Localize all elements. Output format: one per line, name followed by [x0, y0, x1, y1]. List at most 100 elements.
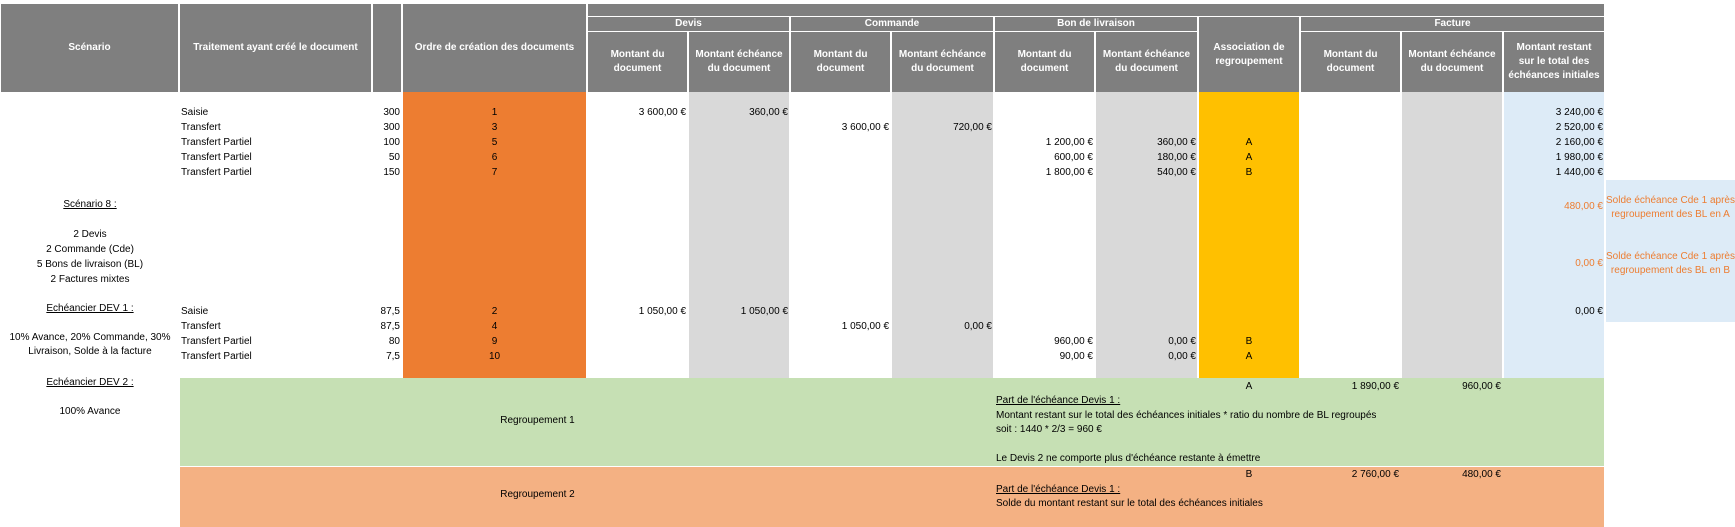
row-traitement: Transfert Partiel — [181, 167, 252, 178]
regroupement1-assoc: A — [1245, 381, 1253, 392]
row-traitement: Transfert Partiel — [181, 137, 252, 148]
row-traitement: Transfert — [181, 122, 221, 133]
row-devis-ech: 1 050,00 € — [740, 306, 788, 317]
regroupement2-band — [180, 467, 1604, 527]
regroupement1-part-title: Part de l'échéance Devis 1 : — [996, 395, 1121, 406]
row-restant: 3 240,00 € — [1555, 107, 1603, 118]
header-association-label: Association de regroupement — [1213, 41, 1285, 67]
row-ordre: 9 — [491, 336, 498, 347]
row-ordre: 6 — [491, 152, 498, 163]
regroupement1-fact-doc: 1 890,00 € — [1351, 381, 1399, 392]
solde-a-value: 480,00 € — [1564, 201, 1603, 212]
bl-ech-column-fill — [1096, 92, 1197, 378]
header-association: Association de regroupement — [1199, 17, 1299, 92]
row-bl-doc: 1 800,00 € — [1045, 167, 1093, 178]
header-fact-ech-label: Montant échéance du document — [1408, 49, 1496, 74]
echeancier-dev1-line: Livraison, Solde à la facture — [28, 346, 152, 357]
header-commande: Commande — [791, 17, 993, 31]
echeancier-dev1-line: 10% Avance, 20% Commande, 30% — [9, 332, 171, 343]
row-qty: 300 — [383, 107, 400, 118]
header-devis-ech: Montant échéance du document — [689, 32, 789, 92]
row-bl-ech: 0,00 € — [1168, 351, 1196, 362]
header-top-band — [588, 4, 1604, 16]
row-bl-ech: 180,00 € — [1157, 152, 1196, 163]
row-qty: 150 — [383, 167, 400, 178]
row-traitement: Saisie — [181, 306, 209, 317]
solde-note-fill — [1606, 180, 1735, 322]
row-devis-doc: 3 600,00 € — [638, 107, 686, 118]
regroupement2-fact-doc: 2 760,00 € — [1351, 469, 1399, 480]
regroupement1-fact-ech: 960,00 € — [1462, 381, 1501, 392]
header-cmd-doc-label: Montant du document — [813, 49, 868, 74]
echeancier-dev2-line: 100% Avance — [59, 406, 121, 417]
header-ordre: Ordre de création des documents — [403, 4, 586, 92]
header-fact-restant: Montant restant sur le total des échéanc… — [1504, 32, 1604, 92]
row-restant: 2 520,00 € — [1555, 122, 1603, 133]
row-bl-ech: 360,00 € — [1157, 137, 1196, 148]
header-scenario-label: Scénario — [68, 42, 111, 53]
row-traitement: Transfert — [181, 321, 221, 332]
row-restant: 1 440,00 € — [1555, 167, 1603, 178]
cmd-ech-column-fill — [892, 92, 993, 378]
row-qty: 100 — [383, 137, 400, 148]
header-scenario: Scénario — [1, 4, 178, 92]
header-devis-label: Devis — [675, 18, 702, 29]
header-commande-label: Commande — [864, 18, 920, 29]
regroupement1-line: Montant restant sur le total des échéanc… — [996, 410, 1377, 421]
header-cmd-doc: Montant du document — [791, 32, 890, 92]
row-assoc: B — [1245, 167, 1253, 178]
header-bl-label: Bon de livraison — [1057, 18, 1135, 29]
row-devis-ech: 360,00 € — [749, 107, 788, 118]
row-assoc: A — [1245, 137, 1253, 148]
header-devis-ech-label: Montant échéance du document — [695, 49, 783, 74]
row-cmd-doc: 1 050,00 € — [841, 321, 889, 332]
header-bl-doc-label: Montant du document — [1017, 49, 1072, 74]
header-bl-doc: Montant du document — [995, 32, 1094, 92]
row-ordre: 7 — [491, 167, 498, 178]
row-ordre: 2 — [491, 306, 498, 317]
row-ordre: 4 — [491, 321, 498, 332]
header-fact-doc: Montant du document — [1301, 32, 1400, 92]
row-cmd-ech: 720,00 € — [953, 122, 992, 133]
row-cmd-doc: 3 600,00 € — [841, 122, 889, 133]
row-assoc: A — [1245, 351, 1253, 362]
row-ordre: 1 — [491, 107, 498, 118]
regroupement2-line: Solde du montant restant sur le total de… — [996, 498, 1263, 509]
header-bl: Bon de livraison — [995, 17, 1197, 31]
ordre-column-fill — [403, 92, 586, 378]
regroupement1-line: Le Devis 2 ne comporte plus d'échéance r… — [996, 453, 1261, 464]
association-column-fill — [1199, 92, 1299, 378]
row-ordre: 3 — [491, 122, 498, 133]
header-qty — [373, 4, 401, 92]
row-qty: 87,5 — [380, 321, 400, 332]
header-devis-doc-label: Montant du document — [610, 49, 665, 74]
row-bl-doc: 1 200,00 € — [1045, 137, 1093, 148]
header-fact-restant-label: Montant restant sur le total des échéanc… — [1508, 42, 1600, 81]
solde-b-value: 0,00 € — [1575, 258, 1603, 269]
solde-b-note: regroupement des BL en B — [1610, 265, 1731, 276]
header-devis-doc: Montant du document — [588, 32, 687, 92]
row-bl-ech: 0,00 € — [1168, 336, 1196, 347]
scenario-title: Scénario 8 : — [63, 199, 117, 210]
row-traitement: Saisie — [181, 107, 209, 118]
row-traitement: Transfert Partiel — [181, 152, 252, 163]
devis-ech-column-fill — [689, 92, 789, 378]
row-bl-doc: 600,00 € — [1054, 152, 1093, 163]
regroupement2-fact-ech: 480,00 € — [1462, 469, 1501, 480]
row-devis-doc: 1 050,00 € — [638, 306, 686, 317]
header-bl-ech: Montant échéance du document — [1096, 32, 1197, 92]
header-cmd-ech: Montant échéance du document — [892, 32, 993, 92]
row-ordre: 10 — [488, 351, 501, 362]
row-qty: 87,5 — [380, 306, 400, 317]
row-bl-doc: 960,00 € — [1054, 336, 1093, 347]
row-qty: 300 — [383, 122, 400, 133]
header-traitement: Traitement ayant créé le document — [180, 4, 371, 92]
solde-a-note: Solde échéance Cde 1 après — [1606, 195, 1735, 206]
scenario-line: 5 Bons de livraison (BL) — [36, 259, 144, 270]
header-facture: Facture — [1301, 17, 1604, 31]
header-fact-ech: Montant échéance du document — [1402, 32, 1502, 92]
row-restant: 1 980,00 € — [1555, 152, 1603, 163]
row-assoc: B — [1245, 336, 1253, 347]
row-ordre: 5 — [491, 137, 498, 148]
solde-a-note: regroupement des BL en A — [1611, 209, 1730, 220]
